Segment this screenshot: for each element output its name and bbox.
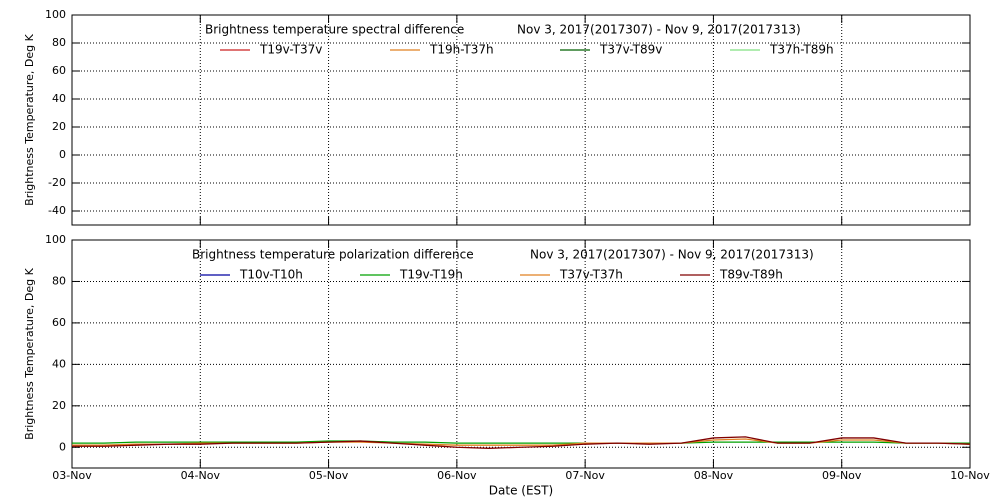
chart-subtitle: Nov 3, 2017(2017307) - Nov 9, 2017(20173… xyxy=(530,248,814,262)
y-axis-label: Brightness Temperature, Deg K xyxy=(23,267,36,439)
chart-subtitle: Nov 3, 2017(2017307) - Nov 9, 2017(20173… xyxy=(517,23,801,37)
legend-label: T19v-T37v xyxy=(259,43,322,57)
y-tick-label: 100 xyxy=(45,8,66,21)
series-line xyxy=(72,436,971,449)
y-tick-label: 0 xyxy=(59,440,66,453)
legend-label: T89v-T89h xyxy=(719,268,783,282)
y-tick-label: 0 xyxy=(59,148,66,161)
y-tick-label: 60 xyxy=(52,316,66,329)
legend-label: T19v-T19h xyxy=(399,268,463,282)
x-tick-label: 03-Nov xyxy=(52,469,92,482)
chart-title: Brightness temperature polarization diff… xyxy=(192,248,474,262)
y-tick-label: 80 xyxy=(52,274,66,287)
x-tick-label: 04-Nov xyxy=(181,469,221,482)
plot-frame xyxy=(71,14,971,226)
x-tick-label: 07-Nov xyxy=(565,469,605,482)
x-axis-label: Date (EST) xyxy=(489,484,553,498)
x-tick-label: 06-Nov xyxy=(437,469,477,482)
y-tick-label: 40 xyxy=(52,357,66,370)
y-tick-label: 100 xyxy=(45,233,66,246)
y-axis-label: Brightness Temperature, Deg K xyxy=(23,33,36,205)
legend-label: T10v-T10h xyxy=(239,268,303,282)
y-tick-label: 60 xyxy=(52,64,66,77)
legend-label: T37h-T89h xyxy=(769,43,834,57)
x-tick-label: 08-Nov xyxy=(694,469,734,482)
y-tick-label: 80 xyxy=(52,36,66,49)
chart-title: Brightness temperature spectral differen… xyxy=(205,23,464,37)
x-tick-label: 05-Nov xyxy=(309,469,349,482)
x-tick-label: 09-Nov xyxy=(822,469,862,482)
x-tick-label: 10-Nov xyxy=(950,469,990,482)
y-tick-label: 20 xyxy=(52,120,66,133)
legend-label: T19h-T37h xyxy=(429,43,494,57)
y-tick-label: 40 xyxy=(52,92,66,105)
legend-label: T37v-T37h xyxy=(559,268,623,282)
y-tick-label: -40 xyxy=(48,204,66,217)
plot-frame xyxy=(71,239,971,469)
legend-label: T37v-T89v xyxy=(599,43,662,57)
y-tick-label: 20 xyxy=(52,399,66,412)
y-tick-label: -20 xyxy=(48,176,66,189)
